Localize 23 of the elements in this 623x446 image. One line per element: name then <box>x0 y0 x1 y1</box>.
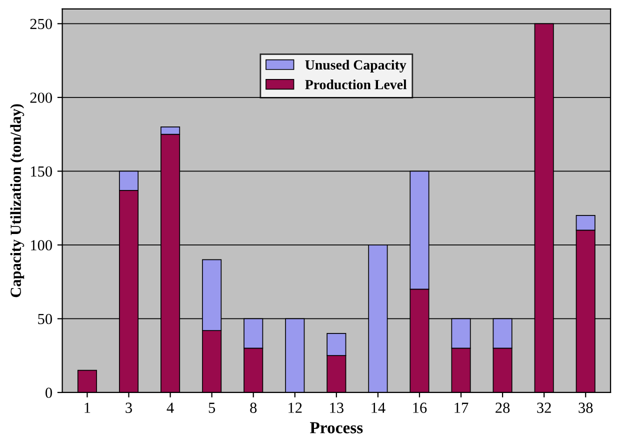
y-tick-label: 150 <box>31 166 52 177</box>
x-tick-label: 32 <box>537 402 551 413</box>
y-tick-label: 250 <box>30 18 52 30</box>
x-tick-label: 12 <box>288 402 302 413</box>
legend-label: Unused Capacity <box>305 60 406 72</box>
x-tick-label: 38 <box>578 402 593 413</box>
y-tick-label: 200 <box>30 92 52 103</box>
x-tick-label: 17 <box>454 402 468 413</box>
x-tick-label: 8 <box>250 402 257 413</box>
x-tick-label: 14 <box>372 402 386 413</box>
x-tick-label: 13 <box>330 402 344 413</box>
x-tick-label: 16 <box>413 402 427 413</box>
legend-label: Production Level <box>305 80 407 90</box>
y-tick-label: 100 <box>31 240 52 250</box>
x-tick-label: 5 <box>208 402 216 413</box>
x-tick-label: 3 <box>126 402 132 413</box>
y-tick-label: 0 <box>46 388 52 398</box>
x-axis-title: Process <box>310 422 363 434</box>
y-axis-title: Capacity Utilization (ton/day) <box>10 104 24 298</box>
x-tick-label: 1 <box>84 402 90 413</box>
y-tick-label: 50 <box>38 314 52 324</box>
x-tick-label: 28 <box>496 402 510 413</box>
x-tick-label: 4 <box>166 402 174 413</box>
